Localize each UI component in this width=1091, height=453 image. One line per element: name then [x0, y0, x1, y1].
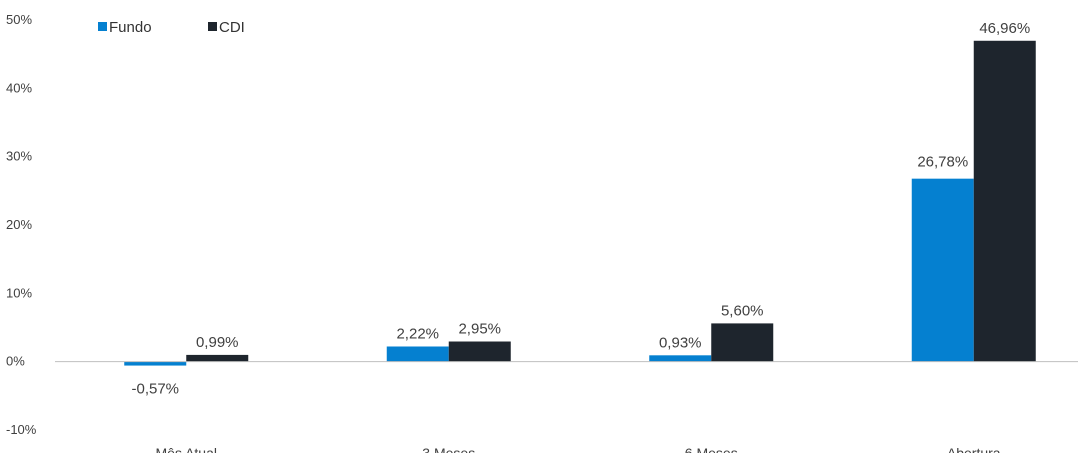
y-tick-label: 0% — [6, 354, 25, 369]
bar-fundo-3 — [911, 178, 974, 362]
legend: Fundo CDI — [98, 19, 245, 36]
legend-label-cdi: CDI — [219, 19, 245, 36]
y-tick-label: 30% — [6, 149, 32, 164]
y-axis: -10% 0% 10% 20% 30% 40% 50% — [6, 12, 37, 437]
data-label-cdi-0: 0,99% — [196, 334, 239, 351]
x-category-label: 6 Meses — [685, 445, 738, 453]
bar-cdi-0 — [186, 354, 249, 362]
x-category-label: Mês Atual — [156, 445, 217, 453]
bar-cdi-3 — [973, 40, 1036, 362]
legend-swatch-fundo — [98, 22, 107, 31]
bars — [124, 40, 1036, 366]
x-axis: Mês Atual 3 Meses 6 Meses Abertura — [156, 445, 1001, 453]
data-label-fundo-1: 2,22% — [396, 325, 439, 342]
data-label-cdi-1: 2,95% — [458, 321, 501, 338]
data-label-cdi-2: 5,60% — [721, 302, 764, 319]
legend-label-fundo: Fundo — [109, 19, 152, 36]
y-tick-label: -10% — [6, 422, 37, 437]
bar-fundo-2 — [649, 355, 712, 362]
data-label-fundo-0: -0,57% — [131, 381, 179, 398]
y-tick-label: 40% — [6, 80, 32, 95]
legend-swatch-cdi — [208, 22, 217, 31]
data-label-fundo-3: 26,78% — [917, 154, 968, 171]
bar-cdi-2 — [711, 323, 774, 362]
data-label-fundo-2: 0,93% — [659, 334, 702, 351]
y-tick-label: 20% — [6, 217, 32, 232]
x-category-label: Abertura — [947, 445, 1001, 453]
x-category-label: 3 Meses — [422, 445, 475, 453]
bar-fundo-1 — [386, 346, 449, 362]
bar-fundo-0 — [124, 361, 187, 366]
bar-cdi-1 — [448, 341, 511, 362]
data-label-cdi-3: 46,96% — [979, 20, 1030, 37]
y-tick-label: 10% — [6, 285, 32, 300]
data-labels: -0,57% 0,99% 2,22% 2,95% 0,93% 5,60% 26,78% 46,… — [131, 20, 1030, 398]
y-tick-label: 50% — [6, 12, 32, 27]
